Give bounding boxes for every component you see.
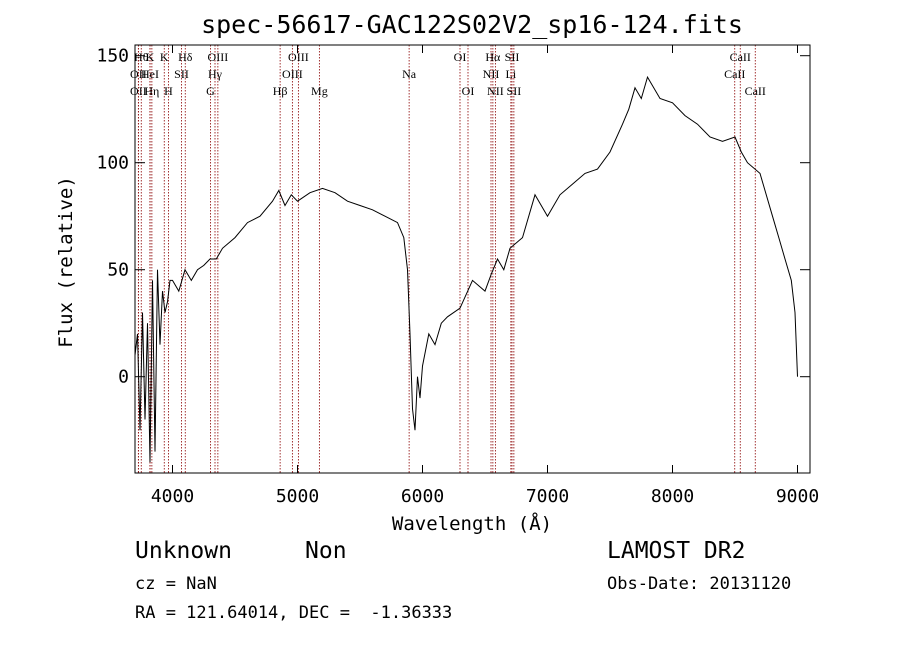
line-marker-label: CaII xyxy=(730,50,751,64)
line-marker-label: Mg xyxy=(311,84,328,98)
line-marker-label: G xyxy=(206,84,215,98)
line-marker-label: OII xyxy=(130,84,147,98)
x-tick-label: 8000 xyxy=(651,486,694,507)
y-axis-ticks: 0 50 100 150 xyxy=(96,46,810,388)
x-axis-ticks: 4000 5000 6000 7000 8000 9000 xyxy=(151,45,819,507)
obs-date-label: Obs-Date: 20131120 xyxy=(607,574,792,594)
line-marker-label: Hγ xyxy=(208,67,223,81)
emission-line-labels: HθOIIOIIKHeIHηKHSIIHδGHγOIIIHβOIIIOIIIMg… xyxy=(130,50,766,98)
line-marker-label: OIII xyxy=(288,50,309,64)
x-tick-label: 5000 xyxy=(276,486,319,507)
spectrum-line xyxy=(134,75,798,463)
x-tick-label: 6000 xyxy=(401,486,444,507)
line-marker-label: OI xyxy=(454,50,467,64)
line-marker-label: Hδ xyxy=(178,50,193,64)
line-marker-label: Li xyxy=(506,67,517,81)
cz-label: cz = NaN xyxy=(135,574,217,594)
line-marker-label: K xyxy=(160,50,169,64)
chart-title: spec-56617-GAC122S02V2_sp16-124.fits xyxy=(201,10,743,39)
line-marker-label: OII xyxy=(130,67,147,81)
line-marker-label: CaII xyxy=(745,84,766,98)
line-marker-label: Na xyxy=(402,67,417,81)
x-tick-label: 4000 xyxy=(151,486,194,507)
emission-line-markers xyxy=(137,45,756,473)
survey-label: LAMOST DR2 xyxy=(607,538,746,564)
plot-frame xyxy=(134,44,811,474)
y-tick-label: 100 xyxy=(96,153,129,174)
line-marker-label: NII xyxy=(487,84,504,98)
line-marker-label: Hθ xyxy=(134,50,149,64)
line-marker-label: OI xyxy=(462,84,475,98)
y-tick-label: 0 xyxy=(118,367,129,388)
x-tick-label: 7000 xyxy=(526,486,569,507)
class-label: Unknown xyxy=(135,538,232,564)
x-tick-label: 9000 xyxy=(776,486,819,507)
line-marker-label: OIII xyxy=(208,50,229,64)
line-marker-label: K xyxy=(146,50,155,64)
line-marker-label: HeI xyxy=(141,67,159,81)
subclass-label: Non xyxy=(305,538,347,564)
line-marker-label: H xyxy=(164,84,173,98)
line-marker-label: NII xyxy=(483,67,500,81)
x-axis-label: Wavelength (Å) xyxy=(392,512,552,535)
line-marker-label: SII xyxy=(507,84,522,98)
line-marker-label: Hη xyxy=(144,84,159,98)
line-marker-label: Hα xyxy=(485,50,501,64)
line-marker-label: Hβ xyxy=(273,84,288,98)
line-marker-label: CaII xyxy=(724,67,745,81)
line-marker-label: OIII xyxy=(282,67,303,81)
line-marker-label: SII xyxy=(505,50,520,64)
line-marker-label: SII xyxy=(174,67,189,81)
y-axis-label: Flux (relative) xyxy=(55,176,77,348)
y-tick-label: 150 xyxy=(96,46,129,67)
y-tick-label: 50 xyxy=(107,260,129,281)
coordinates-label: RA = 121.64014, DEC = -1.36333 xyxy=(135,603,453,623)
